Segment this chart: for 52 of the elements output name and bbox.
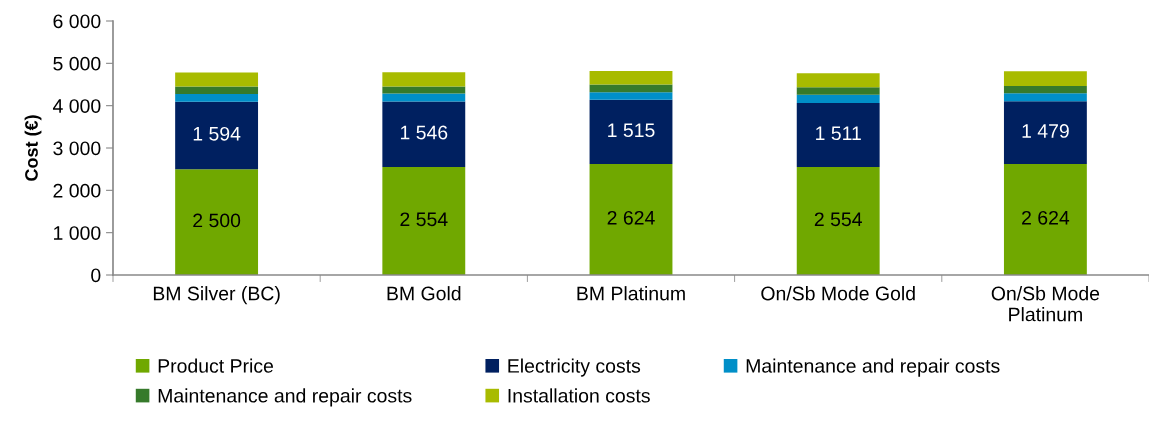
bar: [589, 163, 673, 275]
bar: [1003, 163, 1087, 275]
data-label: 1 511: [816, 126, 861, 141]
bar: [589, 92, 673, 100]
y-tick-label: 3 000: [53, 141, 101, 156]
legend-label: Product Price: [158, 358, 274, 373]
bar: [796, 102, 880, 167]
data-label: 2 554: [814, 212, 862, 227]
x-tick-label: BM Silver (BC): [153, 286, 280, 305]
data-label: 2 554: [400, 212, 448, 227]
bar: [1003, 86, 1087, 94]
legend-label: Electricity costs: [508, 358, 641, 377]
legend-label: Maintenance and repair costs: [158, 388, 412, 407]
x-tick-label: On/Sb Mode Platinum: [991, 286, 1100, 322]
data-label: 1 546: [400, 125, 448, 140]
y-tick-label: 6 000: [53, 14, 101, 29]
bar: [382, 101, 466, 167]
data-label: 1 479: [1022, 124, 1069, 138]
x-tick-label: BM Gold: [387, 286, 461, 301]
y-tick-label: 0: [91, 268, 101, 283]
y-tick-label: 2 000: [53, 183, 101, 198]
x-tick-label: BM Platinum: [577, 286, 685, 301]
bar: [175, 72, 259, 87]
bar: [1003, 71, 1087, 87]
bar: [1003, 101, 1087, 164]
bar: [382, 72, 466, 87]
bar: [589, 84, 673, 93]
bar: [382, 93, 466, 102]
bar: [175, 86, 259, 95]
bar: [175, 169, 259, 275]
bar: [796, 166, 880, 275]
bar: [796, 94, 880, 103]
bar: [1003, 93, 1087, 102]
data-label: 2 624: [1022, 210, 1070, 225]
bar: [796, 87, 880, 95]
legend-label: Maintenance and repair costs: [746, 358, 1000, 377]
y-axis-title: Cost (€): [24, 115, 42, 181]
data-label: 1 594: [193, 126, 241, 141]
bar: [589, 71, 673, 85]
bar: [382, 166, 466, 275]
legend-label: Installation costs: [508, 388, 650, 403]
data-label: 2 500: [193, 213, 241, 228]
y-tick-label: 1 000: [54, 226, 101, 240]
bar: [796, 73, 880, 88]
data-label: 1 515: [608, 123, 655, 138]
data-label: 2 624: [607, 210, 655, 225]
y-tick-label: 5 000: [53, 56, 101, 71]
y-tick-label: 4 000: [52, 99, 101, 113]
bar: [175, 94, 259, 102]
bar: [589, 99, 673, 164]
bar: [175, 101, 259, 170]
x-tick-label: On/Sb Mode Gold: [761, 286, 915, 301]
